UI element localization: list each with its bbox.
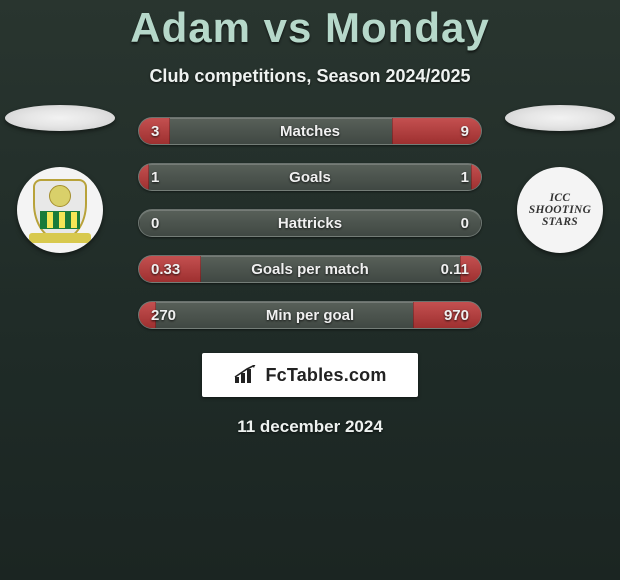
badge-right-line1: ICC xyxy=(550,192,571,204)
stat-right-value: 9 xyxy=(461,118,469,144)
ball-icon xyxy=(49,185,71,207)
stat-row: 0Hattricks0 xyxy=(138,209,482,237)
stat-rows: 3Matches9 1Goals1 0Hattricks0 0.33Goals per… xyxy=(138,117,482,329)
stat-right-value: 0.11 xyxy=(441,256,469,282)
brand-text: FcTables.com xyxy=(265,365,386,386)
stat-label: Goals xyxy=(139,164,481,190)
badge-right-text: ICC SHOOTING STARS xyxy=(517,192,603,228)
ribbon-icon xyxy=(29,233,91,243)
bar-chart-icon xyxy=(233,365,259,385)
stat-label: Hattricks xyxy=(139,210,481,236)
player-left-silhouette xyxy=(5,105,115,131)
badge-right-line2: SHOOTING STARS xyxy=(529,204,591,228)
player-right-silhouette xyxy=(505,105,615,131)
stat-row: 270Min per goal970 xyxy=(138,301,482,329)
stat-right-value: 970 xyxy=(444,302,469,328)
player-right-slot: ICC SHOOTING STARS xyxy=(500,105,620,253)
player-left-slot xyxy=(0,105,120,253)
club-badge-left xyxy=(17,167,103,253)
stat-right-value: 0 xyxy=(461,210,469,236)
stat-row: 3Matches9 xyxy=(138,117,482,145)
comparison-stage: ICC SHOOTING STARS 3Matches9 1Goals1 0Hatt… xyxy=(0,117,620,329)
page-title: Adam vs Monday xyxy=(0,0,620,52)
brand-box: FcTables.com xyxy=(202,353,418,397)
stat-right-value: 1 xyxy=(461,164,469,190)
stat-row: 1Goals1 xyxy=(138,163,482,191)
stat-label: Goals per match xyxy=(139,256,481,282)
club-badge-right: ICC SHOOTING STARS xyxy=(517,167,603,253)
subtitle: Club competitions, Season 2024/2025 xyxy=(0,66,620,87)
stat-row: 0.33Goals per match0.11 xyxy=(138,255,482,283)
stripes-icon xyxy=(40,211,80,229)
stat-label: Matches xyxy=(139,118,481,144)
shield-icon xyxy=(33,179,87,241)
stat-label: Min per goal xyxy=(139,302,481,328)
date-line: 11 december 2024 xyxy=(0,417,620,437)
